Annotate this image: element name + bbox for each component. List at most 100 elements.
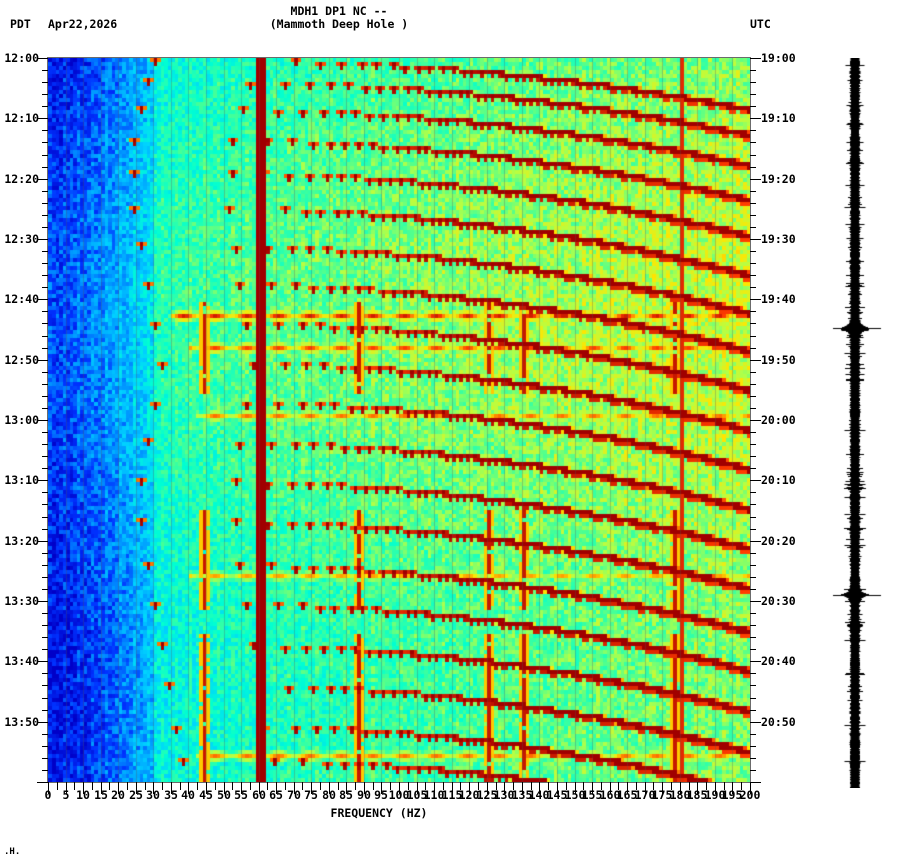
time-tick-minor (42, 685, 48, 686)
frequency-tick-minor (250, 782, 251, 790)
time-tick-major (750, 601, 761, 602)
time-tick-minor (42, 637, 48, 638)
time-axis-label: 13:50 (4, 715, 39, 729)
time-tick-minor (750, 263, 756, 264)
time-tick-minor (750, 336, 756, 337)
time-tick-minor (750, 142, 756, 143)
time-tick-major (37, 299, 48, 300)
time-axis-label: 12:50 (4, 353, 39, 367)
time-tick-minor (750, 251, 756, 252)
time-tick-minor (42, 348, 48, 349)
time-tick-major (37, 420, 48, 421)
frequency-tick-minor (338, 782, 339, 790)
time-axis-label: 19:30 (761, 232, 796, 246)
frequency-tick-major (610, 782, 611, 794)
time-tick-minor (42, 565, 48, 566)
frequency-tick-major (381, 782, 382, 794)
frequency-axis-label: 120 (458, 788, 480, 802)
time-tick-major (750, 118, 761, 119)
time-tick-major (37, 782, 48, 783)
frequency-axis-labels: 0 5 10 15 20 25 30 35 40 45 50 55 60 65 70 75 80 85 90 95 10… (0, 788, 902, 804)
frequency-tick-minor (601, 782, 602, 790)
time-axis-label: 13:20 (4, 534, 39, 548)
frequency-axis-label: 130 (493, 788, 515, 802)
frequency-axis-label: 35 (164, 788, 178, 802)
time-tick-minor (42, 758, 48, 759)
time-axis-label: 12:40 (4, 292, 39, 306)
time-tick-minor (750, 565, 756, 566)
time-axis-label: 13:30 (4, 594, 39, 608)
frequency-axis-label: 125 (476, 788, 498, 802)
frequency-tick-minor (443, 782, 444, 790)
time-tick-major (750, 782, 761, 783)
frequency-axis-label: 25 (129, 788, 143, 802)
frequency-tick-major (417, 782, 418, 794)
time-tick-minor (42, 710, 48, 711)
time-axis-label: 19:10 (761, 111, 796, 125)
time-tick-minor (750, 130, 756, 131)
time-tick-major (37, 360, 48, 361)
time-tick-minor (42, 408, 48, 409)
frequency-tick-minor (741, 782, 742, 790)
time-tick-minor (750, 637, 756, 638)
frequency-axis-label: 65 (269, 788, 283, 802)
frequency-tick-minor (671, 782, 672, 790)
time-tick-minor (750, 215, 756, 216)
seismogram-panel (820, 58, 902, 788)
time-tick-minor (42, 70, 48, 71)
frequency-axis-label: 90 (357, 788, 371, 802)
time-tick-minor (42, 155, 48, 156)
frequency-tick-minor (109, 782, 110, 790)
time-tick-minor (750, 396, 756, 397)
frequency-tick-major (294, 782, 295, 794)
frequency-axis-label: 135 (511, 788, 533, 802)
frequency-tick-major (66, 782, 67, 794)
frequency-axis-label: 55 (234, 788, 248, 802)
time-tick-minor (750, 94, 756, 95)
time-tick-major (37, 541, 48, 542)
time-tick-major (37, 239, 48, 240)
frequency-tick-major (118, 782, 119, 794)
time-tick-minor (750, 746, 756, 747)
frequency-tick-minor (689, 782, 690, 790)
time-tick-minor (750, 275, 756, 276)
time-tick-major (750, 420, 761, 421)
frequency-tick-major (83, 782, 84, 794)
frequency-axis-label: 115 (441, 788, 463, 802)
time-tick-minor (42, 275, 48, 276)
time-axis-label: 12:10 (4, 111, 39, 125)
spectrogram-plot (48, 58, 750, 782)
time-axis-ticks-right (750, 58, 761, 783)
time-tick-minor (42, 94, 48, 95)
time-tick-minor (750, 372, 756, 373)
time-tick-minor (750, 758, 756, 759)
frequency-tick-major (101, 782, 102, 794)
frequency-tick-major (522, 782, 523, 794)
frequency-tick-major (715, 782, 716, 794)
time-axis-label: 19:20 (761, 172, 796, 186)
frequency-tick-major (504, 782, 505, 794)
time-tick-major (750, 661, 761, 662)
frequency-tick-major (487, 782, 488, 794)
time-tick-minor (42, 553, 48, 554)
time-tick-major (37, 722, 48, 723)
frequency-tick-minor (215, 782, 216, 790)
frequency-axis-label: 70 (287, 788, 301, 802)
time-tick-minor (750, 106, 756, 107)
frequency-axis-label: 150 (564, 788, 586, 802)
frequency-tick-major (171, 782, 172, 794)
frequency-tick-minor (390, 782, 391, 790)
time-axis-label: 12:20 (4, 172, 39, 186)
frequency-tick-minor (724, 782, 725, 790)
timezone-label-left: PDT (10, 17, 31, 31)
frequency-axis-label: 40 (181, 788, 195, 802)
frequency-tick-major (697, 782, 698, 794)
frequency-tick-minor (636, 782, 637, 790)
frequency-tick-minor (513, 782, 514, 790)
time-tick-minor (750, 504, 756, 505)
time-tick-minor (42, 517, 48, 518)
time-tick-minor (42, 734, 48, 735)
frequency-tick-minor (127, 782, 128, 790)
frequency-tick-major (399, 782, 400, 794)
time-tick-major (750, 722, 761, 723)
